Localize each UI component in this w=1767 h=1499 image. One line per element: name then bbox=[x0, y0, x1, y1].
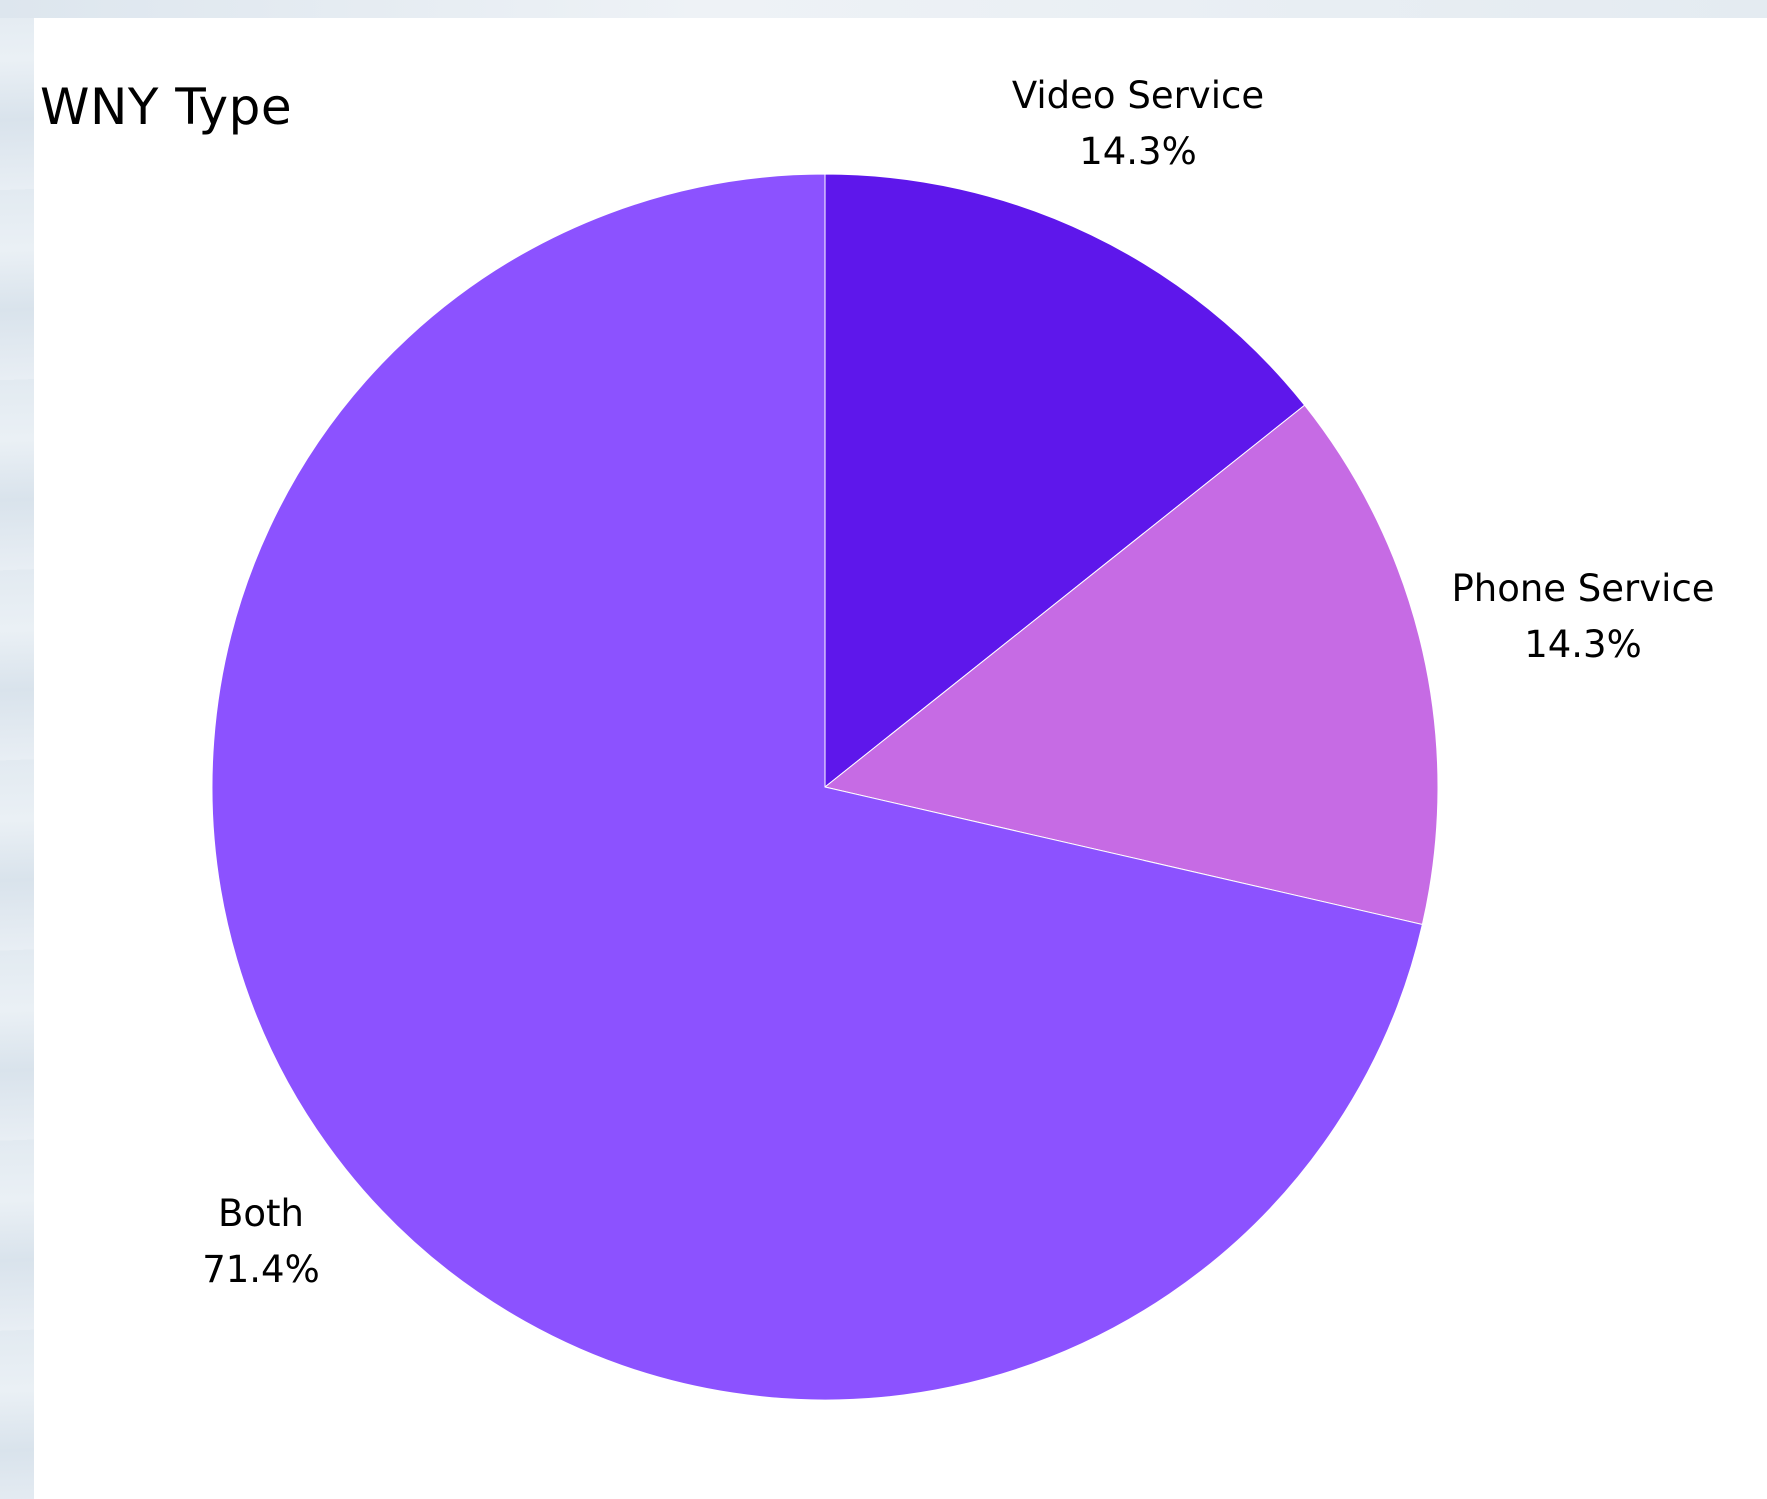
slice-label-value: 14.3% bbox=[1079, 130, 1197, 173]
slice-label-value: 71.4% bbox=[202, 1248, 320, 1291]
chart-panel: WNY Type Video Service 14.3% Phone Service… bbox=[34, 18, 1767, 1499]
slice-label-name: Video Service bbox=[1012, 74, 1264, 117]
slice-label-name: Both bbox=[218, 1192, 304, 1235]
slice-label-both: Both 71.4% bbox=[202, 1192, 320, 1291]
pie-chart: Video Service 14.3% Phone Service 14.3% Both… bbox=[202, 74, 1715, 1401]
slice-label-phone-service: Phone Service 14.3% bbox=[1451, 567, 1714, 666]
background-top bbox=[0, 0, 1767, 18]
slice-label-name: Phone Service bbox=[1451, 567, 1714, 610]
slice-label-video-service: Video Service 14.3% bbox=[1012, 74, 1264, 173]
pie-slice-both bbox=[211, 173, 1423, 1401]
background-strip bbox=[0, 0, 36, 1499]
pie-slice-phone-service bbox=[823, 404, 1439, 926]
pie-slice-video-service bbox=[824, 173, 1306, 789]
chart-title: WNY Type bbox=[40, 78, 293, 136]
slice-label-value: 14.3% bbox=[1524, 623, 1642, 666]
